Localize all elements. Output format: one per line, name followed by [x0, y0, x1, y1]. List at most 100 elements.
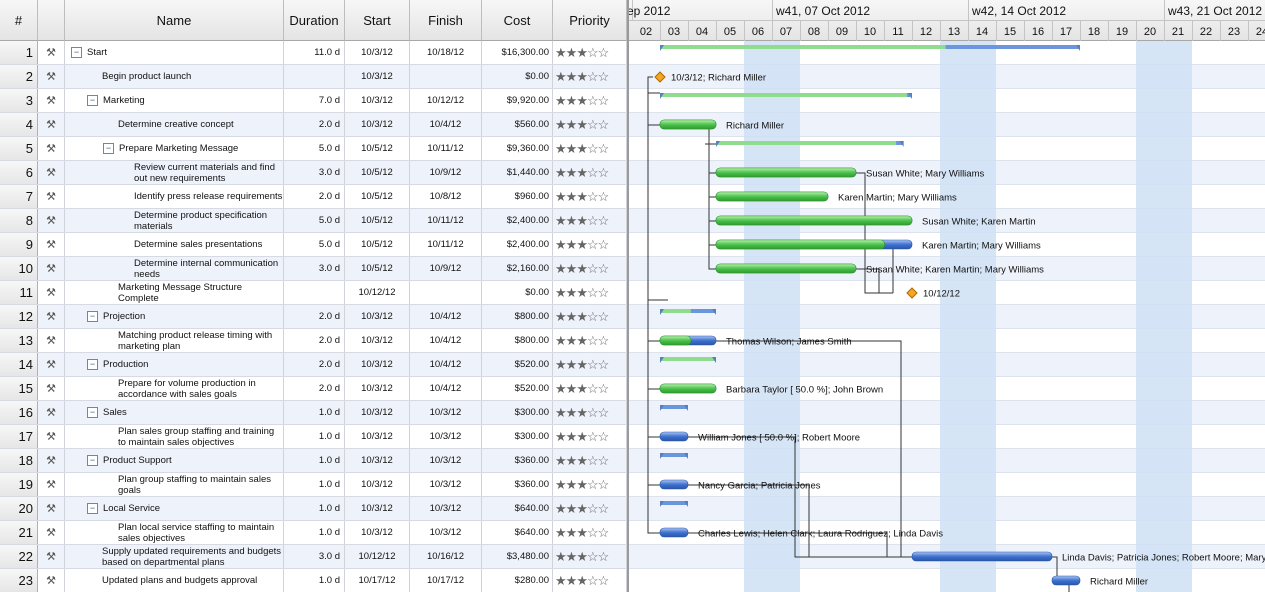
task-info-cell[interactable]: ⚒ [38, 209, 65, 232]
week-label[interactable]: w42, 14 Oct 2012 [971, 4, 1066, 18]
cost-cell[interactable]: $960.00 [482, 185, 553, 208]
priority-rating[interactable]: ★ ★ ★ ☆ ☆ [553, 377, 627, 400]
star-empty-icon[interactable]: ☆ [597, 380, 610, 396]
wrench-icon[interactable]: ⚒ [46, 143, 56, 155]
finish-cell[interactable]: 10/4/12 [410, 329, 482, 352]
star-filled-icon[interactable]: ★ [555, 236, 567, 252]
star-filled-icon[interactable]: ★ [576, 140, 588, 156]
star-filled-icon[interactable]: ★ [555, 572, 567, 588]
week-label[interactable]: w41, 07 Oct 2012 [775, 4, 870, 18]
task-name-cell[interactable]: − Projection [65, 305, 284, 328]
cost-cell[interactable]: $800.00 [482, 329, 553, 352]
duration-cell[interactable]: 1.0 d [284, 521, 345, 544]
star-filled-icon[interactable]: ★ [565, 500, 578, 516]
star-empty-icon[interactable]: ☆ [586, 68, 599, 84]
finish-cell[interactable]: 10/4/12 [410, 353, 482, 376]
table-row[interactable]: 8 ⚒ Determine product specification materi… [0, 209, 627, 233]
star-filled-icon[interactable]: ★ [565, 404, 578, 420]
star-filled-icon[interactable]: ★ [555, 188, 567, 204]
duration-cell[interactable]: 1.0 d [284, 449, 345, 472]
star-filled-icon[interactable]: ★ [565, 116, 578, 132]
table-row[interactable]: 14 ⚒ − Production 2.0 d 10/3/12 10/4/12 $520.00… [0, 353, 627, 377]
start-cell[interactable]: 10/5/12 [345, 233, 410, 256]
start-cell[interactable]: 10/3/12 [345, 329, 410, 352]
star-empty-icon[interactable]: ☆ [597, 44, 610, 60]
star-filled-icon[interactable]: ★ [576, 164, 588, 180]
day-label[interactable]: 04 [696, 26, 708, 38]
start-cell[interactable]: 10/3/12 [345, 401, 410, 424]
star-filled-icon[interactable]: ★ [555, 548, 567, 564]
day-label[interactable]: 19 [1116, 26, 1128, 38]
star-empty-icon[interactable]: ☆ [597, 452, 610, 468]
row-number[interactable]: 10 [0, 257, 38, 280]
finish-cell[interactable]: 10/9/12 [410, 257, 482, 280]
table-row[interactable]: 11 ⚒ Marketing Message Structure Complete 1… [0, 281, 627, 305]
star-filled-icon[interactable]: ★ [565, 476, 578, 492]
star-filled-icon[interactable]: ★ [555, 260, 567, 276]
cost-cell[interactable]: $9,920.00 [482, 89, 553, 112]
week-label[interactable]: w43, 21 Oct 2012 [1167, 4, 1262, 18]
star-empty-icon[interactable]: ☆ [586, 284, 599, 300]
day-label[interactable]: 18 [1088, 26, 1100, 38]
star-filled-icon[interactable]: ★ [555, 380, 567, 396]
day-label[interactable]: 08 [808, 26, 820, 38]
task-name-cell[interactable]: − Start [65, 41, 284, 64]
priority-rating[interactable]: ★ ★ ★ ☆ ☆ [553, 329, 627, 352]
row-number[interactable]: 5 [0, 137, 38, 160]
row-number[interactable]: 16 [0, 401, 38, 424]
star-empty-icon[interactable]: ☆ [597, 308, 610, 324]
star-filled-icon[interactable]: ★ [576, 332, 588, 348]
duration-cell[interactable] [284, 281, 345, 304]
finish-cell[interactable]: 10/4/12 [410, 305, 482, 328]
star-filled-icon[interactable]: ★ [555, 140, 567, 156]
task-bar[interactable] [659, 527, 689, 538]
priority-rating[interactable]: ★ ★ ★ ☆ ☆ [553, 89, 627, 112]
star-filled-icon[interactable]: ★ [576, 92, 588, 108]
duration-cell[interactable]: 2.0 d [284, 185, 345, 208]
table-row[interactable]: 1 ⚒ − Start 11.0 d 10/3/12 10/18/12 $16,300.00 ★… [0, 41, 627, 65]
day-label[interactable]: 22 [1200, 26, 1212, 38]
gantt-chart-canvas[interactable]: ep 2012 w41, 07 Oct 2012 w42, 14 Oct 2012 w… [629, 0, 1265, 592]
task-bar[interactable] [1051, 575, 1081, 586]
table-row[interactable]: 4 ⚒ Determine creative concept 2.0 d 10/3/12… [0, 113, 627, 137]
star-filled-icon[interactable]: ★ [555, 92, 567, 108]
cost-cell[interactable]: $560.00 [482, 113, 553, 136]
finish-cell[interactable]: 10/12/12 [410, 89, 482, 112]
wrench-icon[interactable]: ⚒ [46, 527, 56, 539]
cost-cell[interactable]: $360.00 [482, 449, 553, 472]
task-info-cell[interactable]: ⚒ [38, 449, 65, 472]
table-row[interactable]: 22 ⚒ Supply updated requirements and budge… [0, 545, 627, 569]
task-info-cell[interactable]: ⚒ [38, 161, 65, 184]
start-cell[interactable]: 10/3/12 [345, 449, 410, 472]
wrench-icon[interactable]: ⚒ [46, 431, 56, 443]
duration-cell[interactable]: 5.0 d [284, 137, 345, 160]
star-filled-icon[interactable]: ★ [555, 356, 567, 372]
cost-cell[interactable]: $2,400.00 [482, 209, 553, 232]
task-bar[interactable] [659, 431, 689, 442]
task-name-cell[interactable]: Marketing Message Structure Complete [65, 281, 284, 304]
wrench-icon[interactable]: ⚒ [46, 119, 56, 131]
priority-rating[interactable]: ★ ★ ★ ☆ ☆ [553, 137, 627, 160]
duration-cell[interactable]: 1.0 d [284, 497, 345, 520]
start-cell[interactable]: 10/5/12 [345, 209, 410, 232]
duration-cell[interactable]: 1.0 d [284, 425, 345, 448]
table-row[interactable]: 18 ⚒ − Product Support 1.0 d 10/3/12 10/3/12 $3… [0, 449, 627, 473]
star-filled-icon[interactable]: ★ [565, 212, 578, 228]
star-empty-icon[interactable]: ☆ [586, 476, 599, 492]
day-label[interactable]: 09 [836, 26, 848, 38]
collapse-toggle-icon[interactable]: − [87, 407, 98, 418]
star-filled-icon[interactable]: ★ [576, 68, 588, 84]
table-row[interactable]: 15 ⚒ Prepare for volume production in acco… [0, 377, 627, 401]
star-empty-icon[interactable]: ☆ [586, 404, 599, 420]
star-filled-icon[interactable]: ★ [565, 332, 578, 348]
table-row[interactable]: 16 ⚒ − Sales 1.0 d 10/3/12 10/3/12 $300.00 ★ ★ ★ ☆ ☆ [0, 401, 627, 425]
star-filled-icon[interactable]: ★ [565, 236, 578, 252]
wrench-icon[interactable]: ⚒ [46, 359, 56, 371]
priority-rating[interactable]: ★ ★ ★ ☆ ☆ [553, 521, 627, 544]
duration-cell[interactable]: 3.0 d [284, 161, 345, 184]
star-filled-icon[interactable]: ★ [555, 428, 567, 444]
column-header-icon[interactable] [38, 0, 65, 41]
star-filled-icon[interactable]: ★ [555, 452, 567, 468]
row-number[interactable]: 3 [0, 89, 38, 112]
cost-cell[interactable]: $2,160.00 [482, 257, 553, 280]
